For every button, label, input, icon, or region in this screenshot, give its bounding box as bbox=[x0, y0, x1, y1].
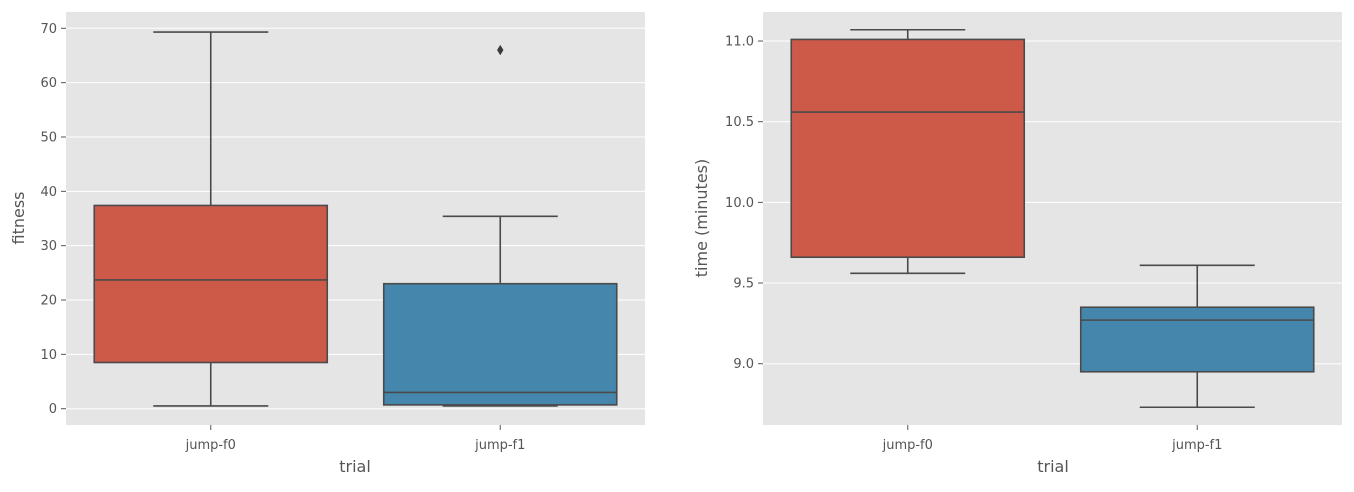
fitness-y-tick-label: 10 bbox=[40, 348, 57, 363]
time-box-jump-f0 bbox=[790, 28, 1026, 275]
outlier-point bbox=[497, 44, 504, 56]
iqr-box bbox=[382, 282, 618, 406]
fitness-boxes bbox=[93, 31, 618, 407]
time-y-tick-label: 10.5 bbox=[725, 115, 754, 130]
fitness-box-jump-f1 bbox=[382, 44, 618, 407]
fitness-y-axis: 0 10 20 30 40 50 60 70 bbox=[40, 22, 66, 417]
fitness-box-jump-f0 bbox=[93, 31, 329, 407]
time-box-jump-f1 bbox=[1079, 264, 1315, 409]
iqr-box bbox=[790, 38, 1026, 259]
fitness-x-tick-label: jump-f1 bbox=[474, 438, 525, 453]
fitness-x-tick-label: jump-f0 bbox=[185, 438, 236, 453]
iqr-box bbox=[93, 204, 329, 364]
time-y-tick-label: 9.5 bbox=[733, 277, 754, 292]
time-y-tick-label: 9.0 bbox=[733, 357, 754, 372]
time-y-tick-label: 10.0 bbox=[725, 196, 754, 211]
fitness-y-tick-label: 60 bbox=[40, 76, 57, 91]
time-chart: 9.09.510.010.511.0 jump-f0 jump-f1 trial … bbox=[692, 12, 1342, 476]
time-x-tick-label: jump-f0 bbox=[882, 438, 933, 453]
fitness-y-tick-label: 70 bbox=[40, 22, 57, 37]
time-y-tick-label: 11.0 bbox=[725, 35, 754, 50]
time-boxes bbox=[790, 28, 1315, 409]
fitness-y-tick-label: 0 bbox=[49, 402, 57, 417]
time-x-axis-label: trial bbox=[1037, 457, 1069, 476]
time-x-tick-label: jump-f1 bbox=[1171, 438, 1222, 453]
fitness-y-tick-label: 30 bbox=[40, 239, 57, 254]
time-y-axis-label: time (minutes) bbox=[692, 159, 711, 277]
fitness-y-tick-label: 40 bbox=[40, 185, 57, 200]
fitness-x-axis: jump-f0 jump-f1 bbox=[185, 425, 525, 453]
fitness-y-tick-label: 20 bbox=[40, 294, 57, 309]
fitness-x-axis-label: trial bbox=[339, 457, 371, 476]
fitness-y-tick-label: 50 bbox=[40, 130, 57, 145]
time-y-axis: 9.0 9.5 10.0 10.5 11.0 bbox=[725, 35, 763, 372]
iqr-box bbox=[1079, 306, 1315, 373]
fitness-chart: 0 10 20 30 40 50 60 70 jump-f0 jump-f1 trial fit… bbox=[9, 12, 645, 476]
time-x-axis: jump-f0 jump-f1 bbox=[882, 425, 1222, 453]
fitness-y-axis-label: fitness bbox=[9, 191, 28, 244]
